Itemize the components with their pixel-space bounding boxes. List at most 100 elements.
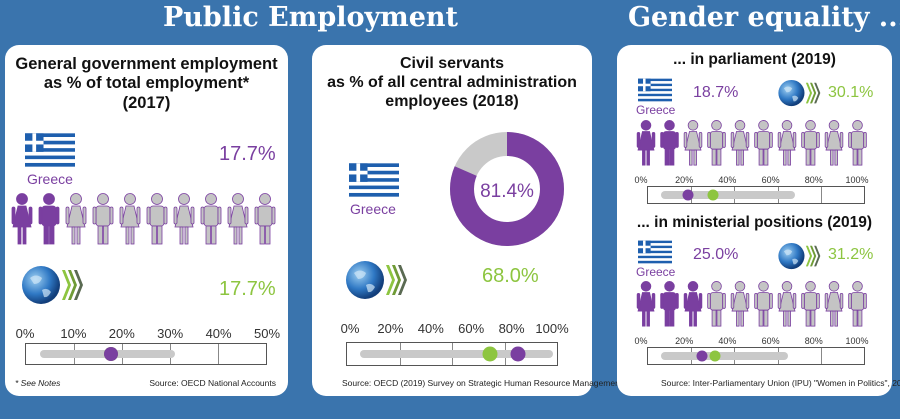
panel1-country-value: 17.7%: [219, 143, 276, 165]
person-icon: [65, 193, 87, 245]
oecd-logo-icon: [778, 79, 821, 107]
axis-tick-label: 60%: [761, 336, 780, 346]
person-icon: [707, 120, 726, 166]
scale-divider: [820, 348, 822, 364]
panel2-donut-chart: 81.4%: [450, 132, 564, 246]
greece-flag-icon: [25, 133, 75, 167]
panel2-scale: [346, 342, 558, 366]
person-icon: [636, 281, 656, 327]
person-icon: [119, 193, 141, 245]
person-icon: [92, 193, 114, 245]
axis-tick-label: 20%: [675, 336, 694, 346]
parliament-scale: [647, 186, 865, 204]
axis-tick-label: 0%: [15, 326, 35, 341]
panel1-axis-ticks: 0% 10% 20% 30% 40% 50%: [16, 326, 280, 342]
person-icon: [824, 120, 844, 166]
panel2-title: Civil servants as % of all central admin…: [327, 55, 577, 110]
parliament-country-value: 18.7%: [693, 84, 739, 101]
axis-tick-label: 80%: [804, 336, 823, 346]
axis-tick-label: 40%: [417, 321, 444, 336]
parliament-oecd-value: 30.1%: [828, 84, 874, 101]
panel3-country-name: Greece: [636, 103, 676, 117]
oecd-logo-icon: [346, 261, 407, 299]
axis-tick-label: 100%: [845, 175, 869, 185]
greece-marker: [682, 189, 694, 201]
person-icon: [173, 193, 195, 245]
donut-value-label: 81.4%: [480, 181, 534, 202]
greece-flag-icon: [349, 163, 399, 197]
panel3-ministerial-title: ... in ministerial positions (2019): [636, 214, 873, 231]
panel2-axis-ticks: 0% 20% 40% 60% 80% 100%: [341, 321, 569, 337]
axis-tick-label: 20%: [377, 321, 404, 336]
greece-marker: [696, 350, 708, 362]
panel2-country-name: Greece: [350, 201, 396, 217]
person-icon: [777, 120, 797, 166]
person-icon: [227, 193, 249, 245]
person-icon: [754, 120, 773, 166]
oecd-marker: [707, 189, 719, 201]
person-icon: [730, 281, 750, 327]
person-icon: [730, 120, 750, 166]
scale-range-bar: [660, 352, 789, 360]
person-icon: [683, 120, 703, 166]
person-icon: [801, 281, 820, 327]
scale-divider: [218, 344, 219, 364]
person-icon: [38, 193, 60, 245]
scale-divider: [820, 187, 822, 203]
person-icon: [146, 193, 168, 245]
person-icon: [636, 120, 656, 166]
panel-civil-servants: Civil servants as % of all central admin…: [312, 45, 622, 396]
axis-tick-label: 20%: [675, 175, 694, 185]
person-icon: [660, 281, 679, 327]
panel1-note: * See Notes: [15, 378, 61, 388]
ministerial-country-value: 25.0%: [693, 246, 739, 263]
panel3-country-name-2: Greece: [636, 265, 676, 279]
person-icon: [824, 281, 844, 327]
donut-value-slice: [450, 132, 564, 246]
axis-tick-label: 60%: [761, 175, 780, 185]
panel2-oecd-value: 68.0%: [482, 265, 539, 287]
axis-tick-label: 20%: [108, 326, 135, 341]
person-icon: [707, 281, 726, 327]
panel3-parliament-title: ... in parliament (2019): [673, 51, 836, 68]
ministerial-oecd-value: 31.2%: [828, 246, 874, 263]
oecd-marker: [482, 346, 498, 362]
parliament-people-icons: [636, 120, 867, 166]
axis-tick-label: 40%: [718, 175, 737, 185]
panel1-scale: [25, 343, 267, 365]
public-employment-heading: Public Employment: [163, 2, 458, 33]
axis-tick-label: 0%: [634, 175, 648, 185]
panel1-title: General government employment as % of to…: [15, 55, 278, 112]
panel1-country-name: Greece: [27, 171, 73, 187]
axis-tick-label: 50%: [253, 326, 281, 341]
person-icon: [801, 120, 820, 166]
oecd-logo-icon: [778, 242, 821, 270]
panel-general-government-employment: General government employment as % of to…: [5, 45, 288, 396]
oecd-logo-icon: [22, 266, 83, 304]
person-icon: [254, 193, 276, 245]
panel3-source: Source: Inter-Parliamentary Union (IPU) …: [661, 378, 900, 388]
axis-tick-label: 40%: [718, 336, 737, 346]
gender-equality-heading: Gender equality ...: [628, 2, 900, 33]
panel-gender-equality: ... in parliament (2019) Greece 18.7% 30…: [617, 45, 900, 396]
axis-tick-label: 100%: [845, 336, 869, 346]
ministerial-axis-ticks: 0% 20% 40% 60% 80% 100%: [634, 336, 868, 348]
scale-range-bar: [660, 191, 795, 199]
person-icon: [200, 193, 222, 245]
parliament-axis-ticks: 0% 20% 40% 60% 80% 100%: [634, 175, 868, 187]
ministerial-scale: [647, 347, 865, 365]
person-icon: [848, 120, 867, 166]
greece-flag-icon: [638, 78, 672, 102]
axis-tick-label: 80%: [804, 175, 823, 185]
greece-flag-icon: [638, 240, 672, 264]
oecd-marker: [709, 350, 721, 362]
axis-tick-label: 40%: [205, 326, 232, 341]
panel2-source: Source: OECD (2019) Survey on Strategic …: [342, 378, 623, 388]
axis-tick-label: 100%: [535, 321, 569, 336]
person-icon: [777, 281, 797, 327]
ministerial-people-icons: [636, 281, 867, 327]
person-icon: [848, 281, 867, 327]
greece-marker: [510, 346, 526, 362]
person-icon: [660, 120, 679, 166]
axis-tick-label: 30%: [157, 326, 184, 341]
